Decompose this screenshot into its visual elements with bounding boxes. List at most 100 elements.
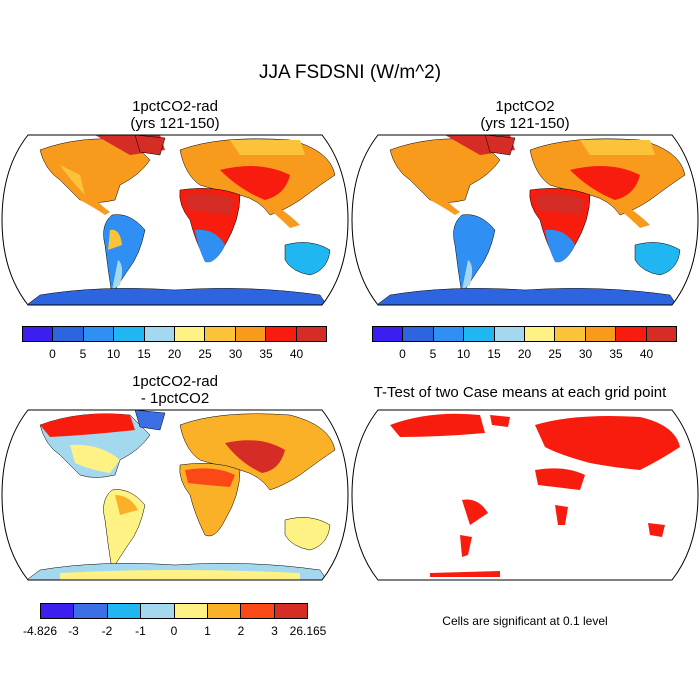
panel-c-title-line1: 1pctCO2-rad bbox=[132, 373, 218, 390]
colorbar-c-swatch bbox=[174, 604, 208, 618]
land-central-america bbox=[430, 198, 460, 215]
colorbar-panel-c-labels: -4.826 -3 -2 -1 0 1 2 3 26.165 bbox=[23, 624, 326, 640]
land-asia-red bbox=[570, 166, 640, 200]
land-africa-north bbox=[185, 468, 235, 487]
land-na-north bbox=[40, 413, 135, 437]
colorbar-c-swatch bbox=[274, 604, 307, 618]
land-australia bbox=[284, 242, 331, 276]
colorbar-c-tick-label: 3 bbox=[271, 624, 278, 638]
colorbar-a-swatch bbox=[144, 327, 176, 341]
colorbar-b-tick-label: 25 bbox=[548, 347, 562, 361]
colorbar-a-tick-label: 20 bbox=[167, 347, 182, 361]
colorbar-b-swatch bbox=[616, 327, 647, 341]
colorbar-a-tick-label: 40 bbox=[289, 347, 304, 361]
panel-c-title-line2: - 1pctCO2 bbox=[140, 390, 210, 407]
colorbar-a-tick-label: 35 bbox=[259, 347, 273, 361]
colorbar-b-swatch bbox=[464, 327, 495, 341]
colorbar-a-swatch bbox=[266, 327, 297, 341]
colorbar-c-tick-label: -4.826 bbox=[22, 624, 58, 638]
colorbar-b-tick-label: 30 bbox=[578, 347, 593, 361]
colorbar-panel-a bbox=[22, 326, 327, 342]
sig-north-america bbox=[390, 413, 485, 437]
sig-sa-south bbox=[460, 535, 472, 557]
colorbar-b-swatch bbox=[646, 327, 677, 341]
colorbar-a-tick-label: 5 bbox=[79, 347, 87, 361]
colorbar-b-swatch bbox=[494, 327, 526, 341]
colorbar-a-tick-label: 30 bbox=[228, 347, 243, 361]
sig-antarctica bbox=[430, 571, 500, 577]
colorbar-b-swatch bbox=[373, 327, 404, 341]
land-sahara bbox=[535, 193, 585, 215]
land-asia-red bbox=[220, 166, 290, 200]
colorbar-c-swatch bbox=[241, 604, 275, 618]
sig-eurasia bbox=[535, 416, 680, 470]
colorbar-c-swatch bbox=[74, 604, 108, 618]
colorbar-b-swatch bbox=[555, 327, 586, 341]
panel-a-title-line1: 1pctCO2-rad bbox=[132, 98, 218, 115]
colorbar-panel-b-labels: 0 5 10 15 20 25 30 35 40 bbox=[372, 347, 677, 363]
land-siberia bbox=[230, 140, 305, 155]
colorbar-panel-c bbox=[40, 603, 308, 619]
colorbar-c-swatch bbox=[141, 604, 175, 618]
sig-australia bbox=[648, 523, 665, 537]
colorbar-a-swatch bbox=[296, 327, 327, 341]
panel-a-title-line2: (yrs 121-150) bbox=[130, 115, 220, 132]
colorbar-c-tick-label: -3 bbox=[68, 624, 79, 638]
colorbar-b-tick-label: 20 bbox=[517, 347, 532, 361]
map-panel-d bbox=[351, 409, 699, 581]
colorbar-b-tick-label: 40 bbox=[639, 347, 654, 361]
land-siberia bbox=[580, 140, 655, 155]
land-north-america-west bbox=[60, 165, 85, 195]
land-sa-yellow bbox=[462, 260, 473, 290]
colorbar-a-tick-label: 25 bbox=[198, 347, 212, 361]
figure-title: JJA FSDSNI (W/m^2) bbox=[258, 62, 442, 83]
colorbar-b-tick-label: 15 bbox=[487, 347, 501, 361]
land-greenland bbox=[134, 135, 166, 156]
colorbar-a-swatch bbox=[83, 327, 115, 341]
colorbar-c-tick-label: 2 bbox=[237, 624, 245, 638]
colorbar-c-tick-label: 1 bbox=[204, 624, 211, 638]
colorbar-a-tick-label: 0 bbox=[49, 347, 56, 361]
colorbar-b-swatch bbox=[403, 327, 434, 341]
colorbar-a-swatch bbox=[175, 327, 206, 341]
panel-b-title: 1pctCO2 (yrs 121-150) bbox=[375, 98, 675, 132]
land-se-asia bbox=[620, 205, 650, 228]
panel-a-title: 1pctCO2-rad (yrs 121-150) bbox=[25, 98, 325, 132]
map-panel-c bbox=[1, 409, 349, 581]
panel-d-title: T-Test of two Case means at each grid po… bbox=[352, 384, 688, 401]
colorbar-a-tick-label: 15 bbox=[137, 347, 151, 361]
sig-africa bbox=[535, 468, 585, 490]
colorbar-a-swatch bbox=[205, 327, 236, 341]
colorbar-c-tick-label: 26.165 bbox=[289, 624, 327, 638]
land-australia bbox=[284, 517, 331, 551]
colorbar-c-tick-label: -1 bbox=[135, 624, 146, 638]
sig-greenland bbox=[490, 415, 510, 427]
colorbar-b-tick-label: 10 bbox=[456, 347, 471, 361]
colorbar-a-tick-label: 10 bbox=[106, 347, 121, 361]
panel-b-title-line1: 1pctCO2 bbox=[495, 98, 555, 115]
land-se-asia bbox=[270, 205, 300, 228]
panel-c-title: 1pctCO2-rad - 1pctCO2 bbox=[25, 373, 325, 407]
colorbar-b-tick-label: 35 bbox=[609, 347, 623, 361]
land-sa-orange bbox=[115, 495, 138, 515]
land-greenland bbox=[134, 410, 166, 431]
land-sahara bbox=[185, 193, 235, 215]
land-na-mid bbox=[70, 444, 120, 473]
colorbar-c-tick-label: 0 bbox=[170, 624, 178, 638]
colorbar-c-swatch bbox=[107, 604, 142, 618]
land-central-america bbox=[80, 198, 110, 215]
colorbar-a-swatch bbox=[235, 327, 267, 341]
panel-d-title-line1: T-Test of two Case means at each grid po… bbox=[373, 384, 667, 401]
colorbar-b-swatch bbox=[433, 327, 465, 341]
colorbar-b-swatch bbox=[525, 327, 556, 341]
sig-africa-south bbox=[555, 505, 568, 525]
panel-b-title-line2: (yrs 121-150) bbox=[480, 115, 570, 132]
colorbar-c-swatch bbox=[41, 604, 75, 618]
colorbar-a-swatch bbox=[23, 327, 54, 341]
significance-note: Cells are significant at 0.1 level bbox=[442, 614, 608, 628]
land-africa-south bbox=[195, 229, 225, 263]
land-antarctica-yellow bbox=[60, 570, 300, 580]
colorbar-c-tick-label: -2 bbox=[101, 624, 113, 638]
land-africa-south bbox=[545, 229, 575, 263]
